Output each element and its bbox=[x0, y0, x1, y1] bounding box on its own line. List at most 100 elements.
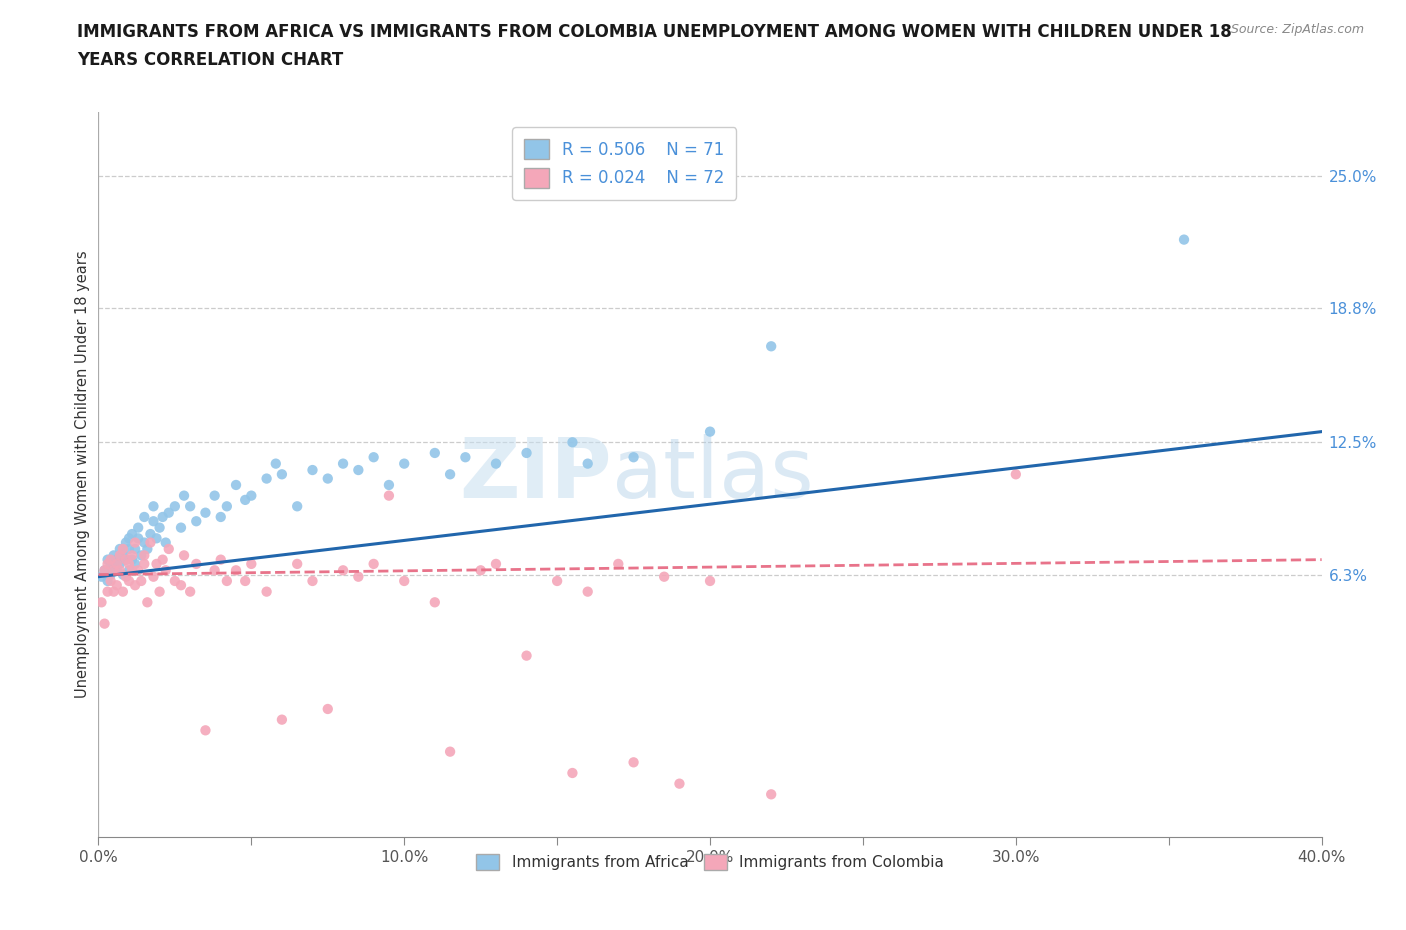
Point bbox=[759, 339, 782, 353]
Point bbox=[100, 556, 122, 571]
Point bbox=[105, 552, 128, 567]
Point bbox=[668, 777, 690, 791]
Point bbox=[129, 548, 152, 563]
Point bbox=[516, 648, 538, 663]
Point bbox=[100, 552, 122, 567]
Point bbox=[100, 574, 122, 589]
Point bbox=[90, 595, 112, 610]
Point bbox=[1173, 232, 1195, 247]
Point bbox=[111, 567, 134, 582]
Point bbox=[623, 450, 645, 465]
Point bbox=[121, 552, 143, 567]
Point bbox=[97, 584, 120, 599]
Point bbox=[136, 595, 159, 610]
Point bbox=[100, 567, 122, 582]
Point bbox=[134, 548, 156, 563]
Point bbox=[256, 472, 278, 486]
Point bbox=[124, 541, 146, 556]
Point bbox=[103, 559, 125, 574]
Point bbox=[225, 563, 247, 578]
Point bbox=[423, 595, 446, 610]
Point bbox=[118, 541, 141, 556]
Point bbox=[392, 457, 416, 472]
Point bbox=[155, 563, 177, 578]
Point bbox=[145, 531, 167, 546]
Legend: Immigrants from Africa, Immigrants from Colombia: Immigrants from Africa, Immigrants from … bbox=[471, 848, 949, 876]
Point bbox=[105, 556, 128, 571]
Point bbox=[134, 510, 156, 525]
Point bbox=[225, 477, 247, 492]
Text: Source: ZipAtlas.com: Source: ZipAtlas.com bbox=[1230, 23, 1364, 36]
Point bbox=[152, 510, 174, 525]
Point bbox=[108, 541, 131, 556]
Point bbox=[215, 498, 238, 513]
Point bbox=[115, 535, 138, 550]
Point bbox=[111, 584, 134, 599]
Point bbox=[134, 556, 156, 571]
Point bbox=[108, 556, 131, 571]
Point bbox=[332, 563, 354, 578]
Point bbox=[111, 541, 134, 556]
Point bbox=[103, 548, 125, 563]
Point bbox=[115, 552, 138, 567]
Point bbox=[127, 563, 149, 578]
Point bbox=[142, 513, 165, 528]
Point bbox=[561, 435, 583, 450]
Point bbox=[149, 584, 172, 599]
Point bbox=[270, 467, 292, 482]
Point bbox=[240, 556, 263, 571]
Text: atlas: atlas bbox=[612, 433, 814, 515]
Point bbox=[454, 450, 477, 465]
Point bbox=[186, 513, 208, 528]
Point bbox=[118, 574, 141, 589]
Point bbox=[363, 450, 385, 465]
Point bbox=[623, 755, 645, 770]
Point bbox=[179, 584, 201, 599]
Point bbox=[516, 445, 538, 460]
Point bbox=[179, 498, 201, 513]
Point bbox=[240, 488, 263, 503]
Point bbox=[97, 556, 120, 571]
Point bbox=[155, 535, 177, 550]
Point bbox=[576, 584, 599, 599]
Point bbox=[209, 510, 232, 525]
Point bbox=[316, 472, 339, 486]
Point bbox=[97, 574, 120, 589]
Point bbox=[285, 556, 308, 571]
Text: YEARS CORRELATION CHART: YEARS CORRELATION CHART bbox=[77, 51, 343, 69]
Point bbox=[347, 462, 370, 477]
Point bbox=[115, 552, 138, 567]
Point bbox=[157, 541, 180, 556]
Point bbox=[108, 563, 131, 578]
Point bbox=[699, 574, 721, 589]
Point bbox=[170, 578, 193, 592]
Point bbox=[264, 457, 287, 472]
Point bbox=[163, 574, 186, 589]
Point bbox=[93, 563, 115, 578]
Point bbox=[103, 563, 125, 578]
Point bbox=[301, 574, 323, 589]
Point bbox=[118, 563, 141, 578]
Point bbox=[121, 548, 143, 563]
Point bbox=[152, 552, 174, 567]
Point bbox=[439, 744, 461, 759]
Point bbox=[145, 556, 167, 571]
Point bbox=[316, 701, 339, 716]
Point bbox=[121, 563, 143, 578]
Point bbox=[485, 556, 508, 571]
Point bbox=[118, 556, 141, 571]
Point bbox=[392, 574, 416, 589]
Point bbox=[157, 505, 180, 520]
Point bbox=[136, 541, 159, 556]
Point bbox=[485, 457, 508, 472]
Point bbox=[209, 552, 232, 567]
Point bbox=[270, 712, 292, 727]
Point bbox=[215, 574, 238, 589]
Point bbox=[576, 457, 599, 472]
Point bbox=[124, 535, 146, 550]
Point bbox=[121, 526, 143, 541]
Point bbox=[439, 467, 461, 482]
Text: IMMIGRANTS FROM AFRICA VS IMMIGRANTS FROM COLOMBIA UNEMPLOYMENT AMONG WOMEN WITH: IMMIGRANTS FROM AFRICA VS IMMIGRANTS FRO… bbox=[77, 23, 1232, 41]
Point bbox=[759, 787, 782, 802]
Point bbox=[652, 569, 675, 584]
